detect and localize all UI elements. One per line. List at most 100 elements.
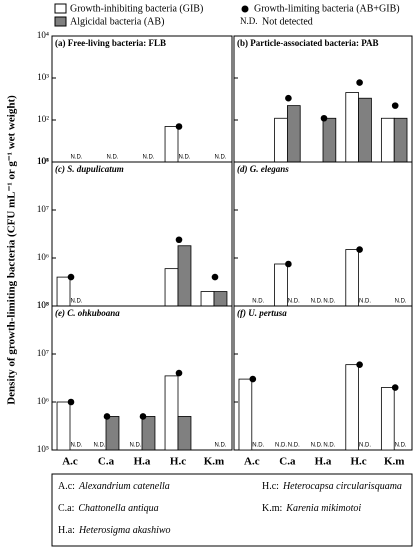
y-tick-label: 10⁵	[37, 300, 49, 310]
nd-label: N.D.	[130, 443, 142, 449]
y-tick-label: 10³	[37, 72, 49, 82]
total-dot	[356, 79, 363, 86]
panel-title: (d) G. elegans	[237, 164, 289, 174]
panel-title: (f) U. pertusa	[237, 308, 287, 318]
footer-item: H.c: Heterocapsa circularisquama	[262, 481, 402, 492]
nd-label: N.D.	[359, 443, 371, 449]
y-tick-label: 10⁶	[37, 252, 49, 262]
nd-label: N.D.	[252, 443, 264, 449]
y-tick-label: 10⁸	[37, 156, 49, 166]
x-tick-label: C.a	[279, 456, 296, 468]
bar	[177, 416, 192, 451]
nd-label: N.D.	[311, 299, 323, 305]
legend-swatch-ab	[54, 16, 67, 27]
bar	[177, 245, 192, 307]
bar	[345, 249, 359, 307]
panel-title: (a) Free-living bacteria: FLB	[55, 38, 166, 48]
x-tick-label: C.a	[98, 456, 115, 468]
y-tick-label: 10⁵	[37, 444, 49, 454]
legend-swatch-dot	[241, 5, 249, 13]
legend-nd-symbol: N.D.	[240, 16, 258, 26]
nd-label: N.D.	[70, 299, 82, 305]
nd-label: N.D.	[178, 155, 190, 161]
legend-nd-text: Not detected	[262, 16, 313, 27]
nd-label: N.D.	[214, 443, 226, 449]
nd-label: N.D.	[70, 155, 82, 161]
nd-label: N.D.	[94, 443, 106, 449]
bar	[105, 416, 120, 451]
x-tick-label: A.c	[244, 456, 260, 468]
footer-item: K.m: Karenia mikimotoi	[262, 503, 361, 514]
total-dot	[391, 384, 399, 391]
legend-gib: Growth-inhibiting bacteria (GIB)	[70, 3, 203, 14]
footer-abbr: A.c:	[58, 481, 75, 492]
footer-name: Heterocapsa circularisquama	[282, 481, 402, 492]
x-tick-label: A.c	[62, 456, 78, 468]
total-dot	[249, 375, 257, 383]
footer-item: C.a: Chattonella antiqua	[58, 503, 159, 514]
nd-label: N.D.	[106, 155, 118, 161]
bar	[164, 375, 179, 451]
footer-name: Chattonella antiqua	[78, 503, 158, 514]
total-dot	[285, 94, 292, 102]
y-axis-label: Density of growth-limiting bacteria (CFU…	[6, 95, 18, 405]
nd-label: N.D.	[323, 443, 335, 449]
nd-label: N.D.	[275, 443, 287, 449]
footer-abbr: H.a:	[58, 525, 75, 536]
bar	[200, 291, 215, 307]
total-dot	[285, 260, 292, 268]
x-tick-label: K.m	[204, 456, 224, 468]
x-tick-label: K.m	[384, 456, 404, 468]
bar	[164, 268, 179, 307]
footer-name: Karenia mikimotoi	[285, 503, 361, 514]
total-dot	[175, 236, 183, 244]
footer-box	[51, 473, 413, 547]
bar	[380, 117, 395, 163]
panel-title: (c) S. dupulicatum	[55, 164, 124, 174]
nd-label: N.D.	[214, 155, 226, 161]
footer-abbr: C.a:	[58, 503, 74, 514]
bar	[393, 117, 408, 163]
total-dot	[391, 102, 399, 109]
bar	[56, 401, 71, 451]
bar	[164, 126, 179, 163]
nd-label: N.D.	[142, 155, 154, 161]
y-tick-label: 10²	[37, 114, 49, 124]
y-tick-label: 10⁷	[37, 348, 49, 358]
y-tick-label: 10⁴	[37, 30, 49, 40]
bar	[322, 117, 337, 163]
footer-name: Heterosigma akashiwo	[78, 525, 171, 536]
x-tick-label: H.a	[134, 456, 151, 468]
plot-frame	[233, 305, 413, 451]
footer-abbr: H.c:	[262, 481, 279, 492]
bar	[286, 105, 301, 163]
legend-dot: Growth-limiting bacteria (AB+GIB)	[254, 3, 400, 14]
bar	[56, 276, 71, 307]
footer-abbr: K.m:	[262, 503, 282, 514]
bar	[380, 387, 395, 451]
y-tick-label: 10⁷	[37, 204, 49, 214]
x-tick-label: H.c	[350, 456, 366, 468]
bar	[345, 364, 359, 451]
panel-title: (e) C. ohkuboana	[55, 308, 120, 318]
bar	[213, 291, 228, 307]
panel-title: (b) Particle-associated bacteria: PAB	[237, 38, 379, 48]
bar	[141, 416, 156, 451]
plot-frame	[51, 161, 233, 307]
total-dot	[356, 246, 363, 253]
plot-frame	[51, 35, 233, 163]
y-tick-label: 10¹	[37, 156, 49, 166]
nd-label: N.D.	[288, 443, 300, 449]
nd-label: N.D.	[395, 299, 407, 305]
x-tick-label: H.c	[170, 456, 186, 468]
nd-label: N.D.	[323, 299, 335, 305]
bar	[358, 97, 372, 163]
total-dot	[356, 361, 363, 368]
legend-swatch-gib	[54, 3, 67, 14]
total-dot	[211, 273, 219, 281]
legend-ab: Algicidal bacteria (AB)	[70, 16, 164, 27]
bar	[274, 263, 288, 307]
nd-label: N.D.	[288, 299, 300, 305]
total-dot	[320, 114, 328, 122]
